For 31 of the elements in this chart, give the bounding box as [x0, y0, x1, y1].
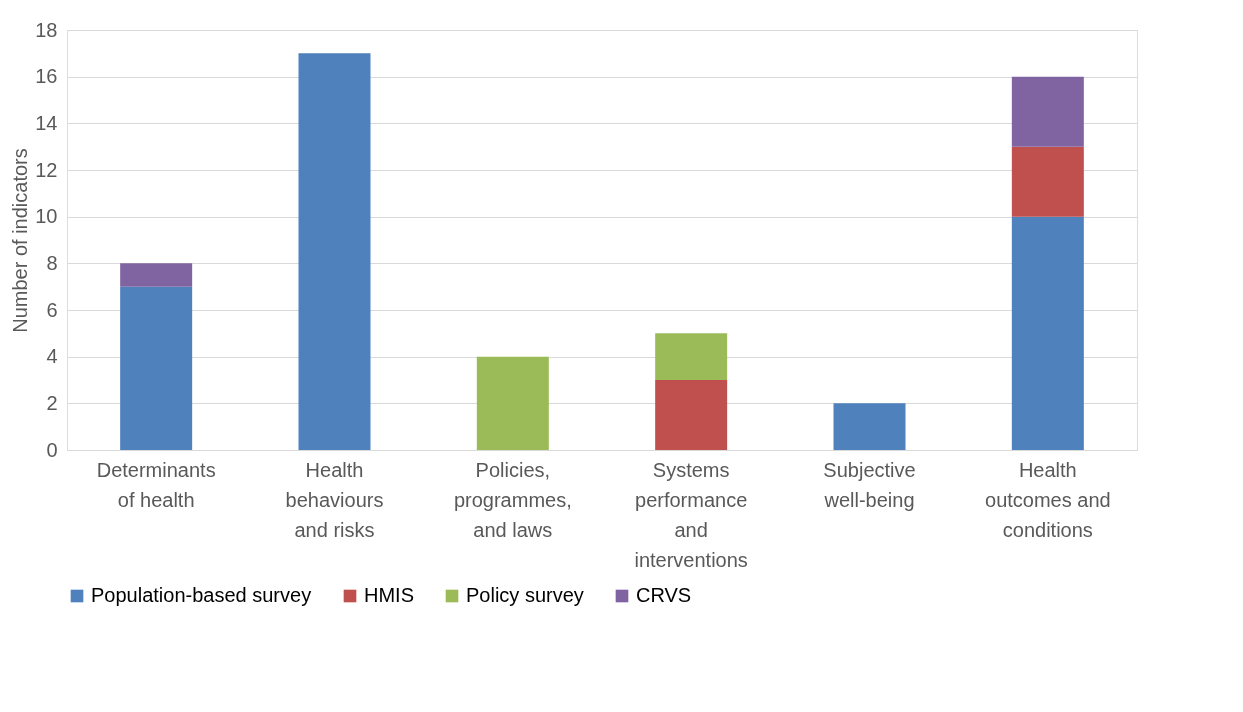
bar	[476, 356, 549, 450]
y-tick-label: 4	[46, 345, 58, 368]
bar	[298, 53, 371, 450]
y-tick-label: 12	[35, 158, 58, 181]
bar	[120, 286, 193, 450]
y-tick-label: 16	[35, 65, 58, 88]
y-tick-label: 14	[35, 111, 58, 134]
x-tick-label: Systems performance and interventions	[634, 458, 748, 571]
bar	[1011, 146, 1084, 217]
x-tick-label: Determinants of health	[96, 458, 216, 511]
y-tick-label: 6	[46, 298, 58, 321]
y-tick-label: 8	[46, 251, 58, 274]
legend-label: HMIS	[364, 584, 414, 606]
bar	[1011, 216, 1084, 450]
y-tick-label: 0	[46, 438, 58, 461]
legend-label: Policy survey	[466, 584, 584, 606]
x-tick-label: Health behaviours and risks	[285, 458, 384, 541]
bar	[120, 263, 193, 287]
x-tick-label: Health outcomes and conditions	[985, 458, 1111, 541]
y-tick-label: 2	[46, 391, 58, 414]
y-tick-label: 18	[35, 18, 58, 41]
y-tick-label: 10	[35, 205, 58, 228]
bar	[655, 380, 728, 450]
bar	[833, 403, 906, 450]
bar	[655, 333, 728, 380]
bar	[1011, 76, 1084, 147]
legend-label: CRVS	[636, 584, 692, 606]
legend-label: Population-based survey	[91, 584, 312, 606]
y-axis-title: Number of indicators	[9, 148, 32, 333]
x-tick-label: Policies, programmes, and laws	[453, 458, 572, 541]
x-tick-label: Subjective well-being	[823, 458, 916, 511]
